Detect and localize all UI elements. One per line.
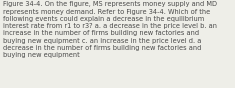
Text: Figure 34-4. On the figure, MS represents money supply and MD
represents money d: Figure 34-4. On the figure, MS represent… [3,1,217,58]
